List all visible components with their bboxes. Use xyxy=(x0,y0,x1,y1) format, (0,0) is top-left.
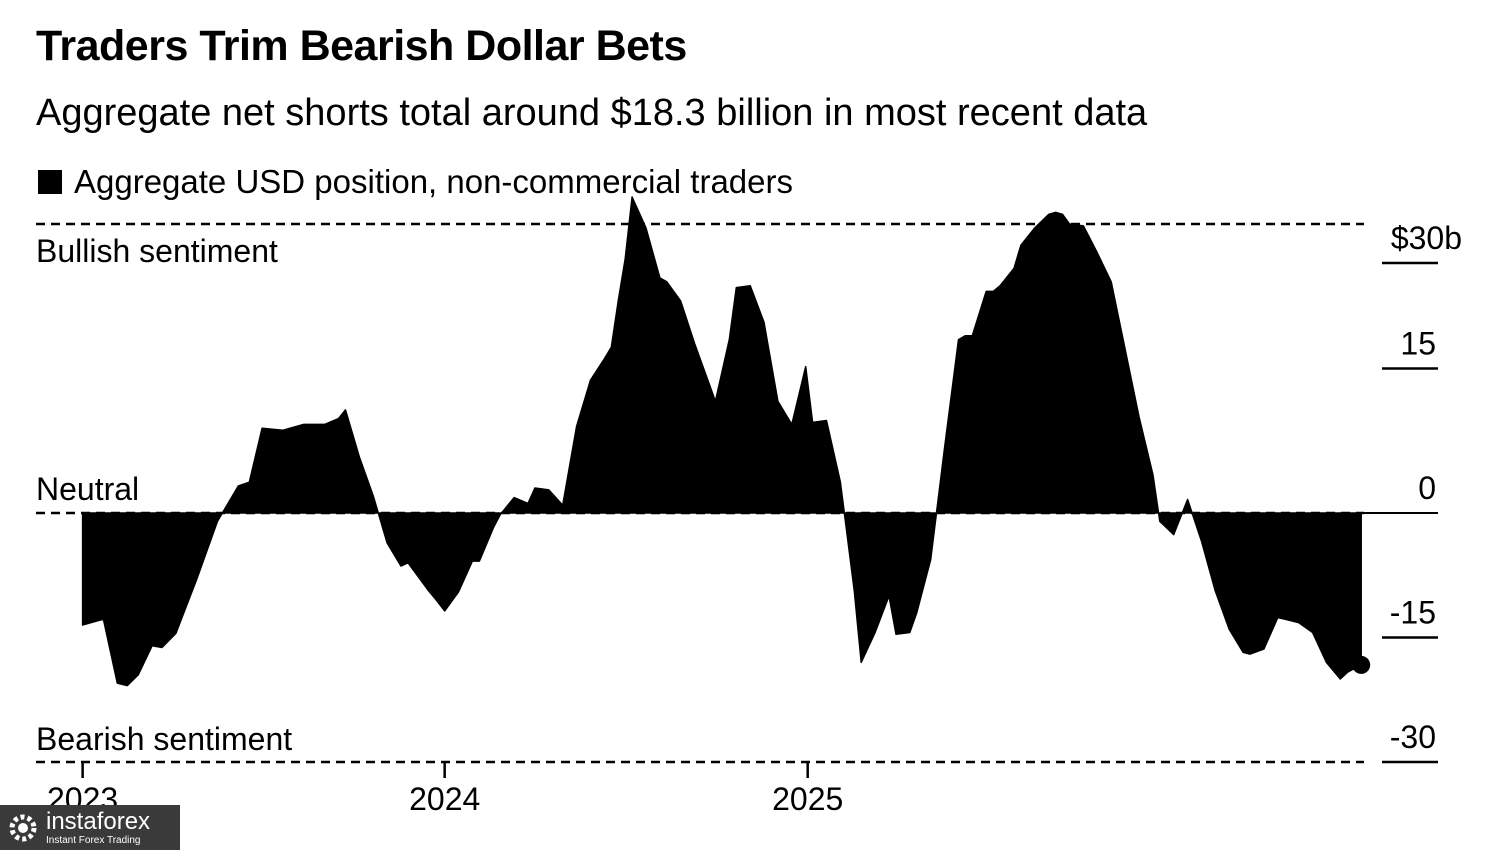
bearish-sentiment-label: Bearish sentiment xyxy=(36,721,292,757)
chart-title: Traders Trim Bearish Dollar Bets xyxy=(36,22,687,70)
area-layer xyxy=(81,196,1371,687)
instaforex-watermark: instaforex Instant Forex Trading xyxy=(0,805,180,850)
watermark-tagline: Instant Forex Trading xyxy=(46,834,141,846)
chart-legend: Aggregate USD position, non-commercial t… xyxy=(38,163,793,201)
series-area xyxy=(81,196,1362,687)
ytick-label: -15 xyxy=(1390,595,1436,631)
bullish-sentiment-label: Bullish sentiment xyxy=(36,233,278,269)
watermark-name: instaforex xyxy=(46,807,151,835)
latest-value-marker xyxy=(1352,655,1371,674)
gear-logo-icon xyxy=(9,814,37,841)
xtick-label: 2024 xyxy=(409,781,480,817)
neutral-label: Neutral xyxy=(36,471,139,507)
legend-label: Aggregate USD position, non-commercial t… xyxy=(74,163,793,200)
chart-subtitle: Aggregate net shorts total around $18.3 … xyxy=(36,92,1148,134)
ytick-label: 0 xyxy=(1418,470,1436,506)
reference-lines xyxy=(36,222,1364,764)
ytick-label: -30 xyxy=(1390,719,1436,755)
ytick-label: 15 xyxy=(1400,326,1436,362)
xtick-label: 2025 xyxy=(772,781,843,817)
legend-swatch xyxy=(38,170,62,194)
y-axis: $30b 15 0 -15 -30 xyxy=(1364,220,1462,764)
ytick-label: $30b xyxy=(1391,220,1462,256)
